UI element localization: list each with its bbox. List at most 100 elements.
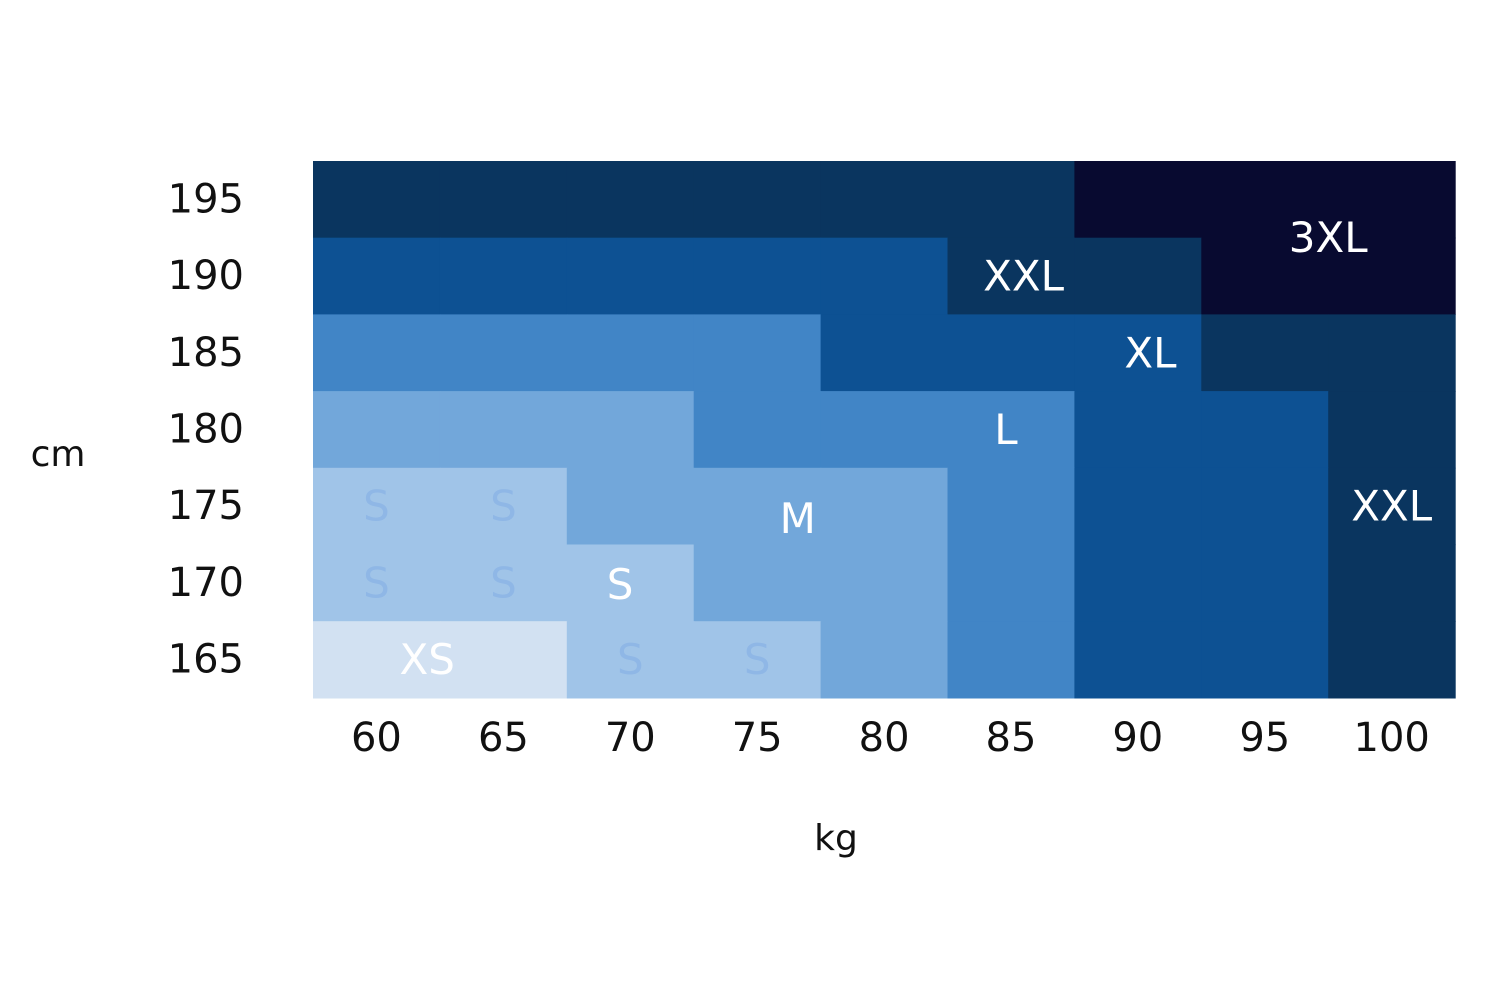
heatmap-cell	[439, 544, 568, 622]
x-tick-label: 85	[986, 715, 1037, 761]
heatmap-cell	[820, 237, 949, 315]
heatmap-cell	[947, 237, 1075, 315]
heatmap-cell	[566, 314, 695, 392]
heatmap-cell	[566, 237, 695, 315]
y-tick-label: 170	[168, 560, 244, 606]
x-tick-label: 95	[1239, 715, 1290, 761]
heatmap-cell	[1074, 237, 1202, 315]
heatmap-cell	[1201, 161, 1329, 239]
size-annotation: XS	[399, 635, 454, 684]
x-tick-label: 100	[1354, 715, 1430, 761]
size-annotation: M	[780, 494, 816, 543]
heatmap-cell	[1074, 544, 1202, 622]
heatmap-cell	[1074, 314, 1202, 392]
size-annotation: S	[617, 635, 644, 684]
heatmap-cell	[1328, 314, 1456, 392]
heatmap-cell	[1328, 544, 1456, 622]
heatmap-cell	[1328, 467, 1456, 546]
heatmap-cell	[566, 621, 695, 699]
x-tick-label: 60	[351, 715, 402, 761]
heatmap-cell	[313, 621, 441, 699]
heatmap-cell	[439, 391, 568, 469]
size-annotation: 3XL	[1289, 213, 1368, 262]
size-annotation: S	[490, 558, 517, 607]
heatmap-cell	[1074, 621, 1202, 699]
x-axis-ticks: 60 65 70 75 80 85 90 95 100	[351, 715, 1430, 761]
heatmap-cell	[947, 467, 1075, 546]
size-annotation: S	[363, 558, 390, 607]
size-annotation: XXL	[1351, 482, 1433, 531]
heatmap-cell	[439, 314, 568, 392]
heatmap-cell	[566, 544, 695, 622]
size-annotation: S	[363, 482, 390, 531]
heatmap-cell	[947, 544, 1075, 622]
heatmap-cell	[439, 467, 568, 546]
heatmap-cell	[313, 237, 441, 315]
heatmap-cell	[1201, 314, 1329, 392]
heatmap-cell	[1074, 391, 1202, 469]
heatmap-cell	[439, 621, 568, 699]
heatmap-cell	[947, 314, 1075, 392]
heatmap-cell	[693, 237, 822, 315]
heatmap-cell	[693, 161, 822, 239]
heatmap-cell	[1201, 544, 1329, 622]
y-tick-label: 180	[168, 406, 244, 452]
x-tick-label: 65	[478, 715, 529, 761]
heatmap-cell	[1074, 161, 1202, 239]
size-annotation: S	[607, 560, 634, 609]
heatmap-cell	[693, 621, 822, 699]
heatmap-cell	[820, 391, 949, 469]
x-tick-label: 80	[859, 715, 910, 761]
heatmap-cell	[439, 161, 568, 239]
heatmap-cell	[1201, 621, 1329, 699]
y-tick-label: 190	[168, 253, 244, 299]
size-annotation: S	[744, 635, 771, 684]
heatmap-cells	[313, 161, 1456, 699]
heatmap-cell	[693, 314, 822, 392]
heatmap-cell	[566, 467, 695, 546]
heatmap-cell	[313, 544, 441, 622]
heatmap-cell	[820, 161, 949, 239]
size-annotation: S	[490, 482, 517, 531]
heatmap-cell	[566, 161, 695, 239]
heatmap-cell	[1201, 391, 1329, 469]
heatmap-cell	[313, 314, 441, 392]
heatmap-cell	[1201, 237, 1329, 315]
size-annotation: XXL	[983, 252, 1065, 301]
heatmap-cell	[1328, 161, 1456, 239]
heatmap-cell	[1074, 467, 1202, 546]
y-tick-label: 195	[168, 176, 244, 222]
heatmap-cell	[693, 391, 822, 469]
x-tick-label: 90	[1112, 715, 1163, 761]
y-tick-label: 175	[168, 483, 244, 529]
heatmap-cell	[313, 161, 441, 239]
heatmap-cell	[313, 467, 441, 546]
heatmap-cell	[947, 391, 1075, 469]
heatmap-cell	[820, 314, 949, 392]
heatmap-cell	[1328, 621, 1456, 699]
y-axis-ticks: 195 190 185 180 175 170 165	[168, 176, 244, 682]
heatmap-cell	[820, 544, 949, 622]
x-tick-label: 70	[605, 715, 656, 761]
heatmap-cell	[693, 467, 822, 546]
heatmap-cell	[1201, 467, 1329, 546]
heatmap-cell	[439, 237, 568, 315]
heatmap-cell	[1328, 237, 1456, 315]
heatmap-cell	[1328, 391, 1456, 469]
heatmap-cell	[820, 467, 949, 546]
x-tick-label: 75	[732, 715, 783, 761]
y-tick-label: 185	[168, 330, 244, 376]
y-tick-label: 165	[168, 637, 244, 683]
heatmap-cell	[947, 621, 1075, 699]
heatmap-cell	[820, 621, 949, 699]
size-annotation: XL	[1124, 328, 1177, 377]
heatmap-cell	[947, 161, 1075, 239]
heatmap-cell	[566, 391, 695, 469]
size-annotation: L	[994, 405, 1018, 454]
x-axis-label: kg	[814, 818, 858, 859]
heatmap-cell	[693, 544, 822, 622]
y-axis-label: cm	[31, 434, 86, 475]
heatmap-cell	[313, 391, 441, 469]
